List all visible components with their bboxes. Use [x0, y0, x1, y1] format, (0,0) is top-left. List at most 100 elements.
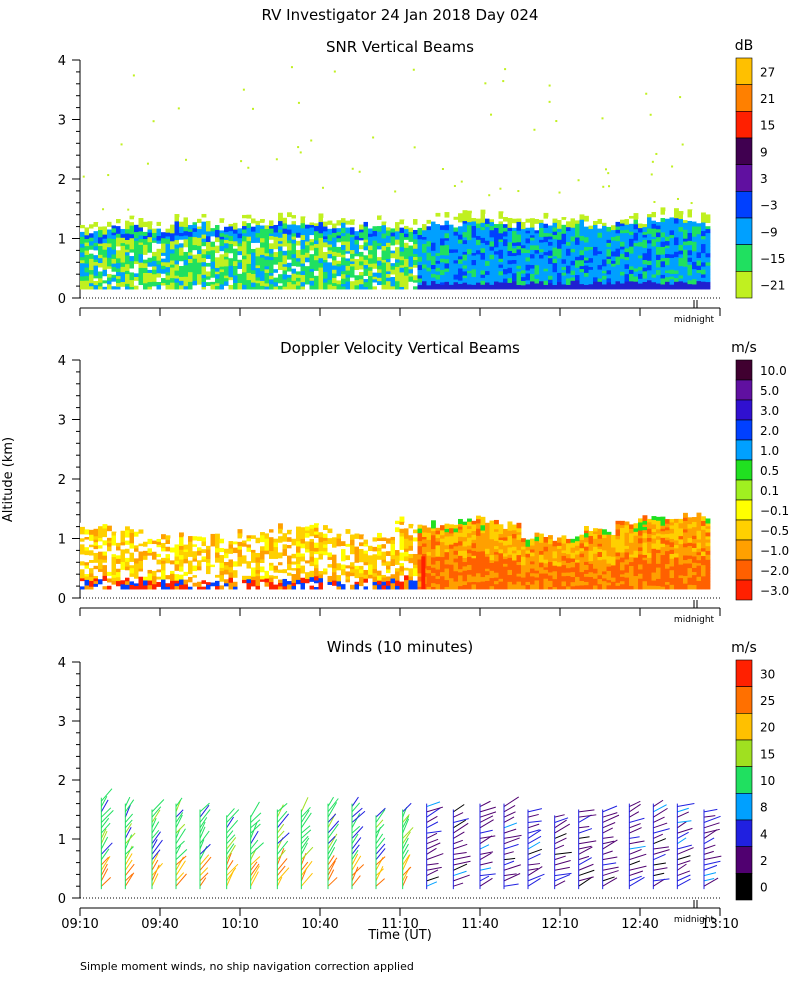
- heatmap-cell: [210, 555, 216, 561]
- heatmap-cell: [197, 273, 202, 278]
- heatmap-cell: [273, 256, 279, 261]
- heatmap-cell: [224, 256, 229, 260]
- heatmap-cell: [156, 277, 162, 283]
- heatmap-cell: [674, 213, 679, 219]
- heatmap-cell: [633, 234, 639, 241]
- heatmap-cell: [399, 549, 405, 553]
- heatmap-cell: [354, 565, 360, 570]
- heatmap-cell: [228, 584, 234, 590]
- heatmap-cell: [147, 221, 153, 226]
- heatmap-cell: [705, 542, 711, 547]
- heatmap-cell: [161, 579, 166, 585]
- heatmap-cell: [611, 584, 616, 590]
- heatmap-cell: [683, 583, 688, 587]
- heatmap-cell: [539, 554, 544, 560]
- heatmap-cell: [624, 524, 630, 529]
- heatmap-cell: [444, 268, 450, 272]
- heatmap-cell: [251, 571, 256, 577]
- heatmap-cell: [548, 548, 553, 554]
- heatmap-cell: [449, 569, 454, 574]
- heatmap-cell: [80, 227, 85, 232]
- heatmap-cell: [692, 258, 697, 262]
- heatmap-cell: [377, 265, 382, 270]
- heatmap-cell: [134, 582, 139, 586]
- heatmap-cell: [669, 284, 675, 290]
- heatmap-cell: [138, 284, 144, 290]
- heatmap-cell: [89, 559, 94, 563]
- heatmap-cell: [107, 560, 112, 565]
- heatmap-cell: [287, 533, 292, 538]
- heatmap-cell: [705, 525, 711, 529]
- heatmap-cell: [273, 533, 279, 539]
- heatmap-cell: [251, 545, 256, 550]
- heatmap-cell: [111, 266, 117, 272]
- heatmap-cell: [318, 244, 324, 248]
- heatmap-cell: [93, 565, 99, 570]
- heatmap-cell: [476, 286, 481, 290]
- heatmap-cell: [242, 268, 247, 273]
- heatmap-cell: [174, 537, 180, 542]
- heatmap-cell: [264, 282, 270, 287]
- heatmap-cell: [404, 548, 409, 552]
- heatmap-cell: [179, 250, 184, 256]
- heatmap-cell: [188, 573, 193, 577]
- heatmap-cell: [143, 259, 148, 264]
- heatmap-cell: [147, 232, 153, 238]
- heatmap-cell: [269, 275, 274, 280]
- heatmap-cell: [381, 254, 387, 260]
- heatmap-cell: [435, 252, 441, 256]
- heatmap-cell: [84, 231, 90, 236]
- heatmap-cell: [332, 237, 337, 243]
- heatmap-cell: [476, 530, 481, 536]
- heatmap-cell: [611, 229, 616, 234]
- heatmap-cell: [143, 238, 148, 243]
- heatmap-cell: [629, 223, 634, 229]
- heatmap-cell: [422, 229, 427, 235]
- heatmap-cell: [696, 551, 702, 556]
- heatmap-cell: [197, 245, 202, 251]
- heatmap-cell: [701, 261, 706, 267]
- heatmap-cell: [134, 252, 139, 257]
- heatmap-cell: [98, 541, 103, 546]
- heatmap-cell: [597, 556, 603, 561]
- heatmap-cell: [309, 274, 315, 279]
- heatmap-cell: [224, 226, 229, 233]
- heatmap-cell: [264, 224, 270, 229]
- heatmap-cell: [102, 246, 108, 250]
- heatmap-cell: [318, 280, 324, 285]
- heatmap-cell: [372, 536, 378, 542]
- heatmap-cell: [516, 271, 522, 276]
- heatmap-cell: [350, 246, 355, 251]
- heatmap-cell: [404, 564, 409, 568]
- heatmap-cell: [197, 572, 202, 579]
- heatmap-cell: [494, 567, 499, 573]
- heatmap-cell: [332, 285, 337, 290]
- heatmap-cell: [633, 213, 639, 218]
- heatmap-cell: [462, 561, 468, 567]
- heatmap-cell: [215, 233, 220, 238]
- heatmap-cell: [696, 565, 702, 570]
- heatmap-cell: [224, 582, 229, 587]
- heatmap-cell: [134, 557, 139, 564]
- heatmap-cell: [674, 232, 679, 238]
- heatmap-cell: [278, 212, 283, 219]
- heatmap-cell: [683, 578, 688, 584]
- heatmap-cell: [305, 270, 310, 276]
- heatmap-cell: [615, 529, 621, 532]
- heatmap-cell: [579, 235, 585, 241]
- heatmap-cell: [476, 257, 481, 261]
- heatmap-cell: [408, 567, 414, 574]
- heatmap-cell: [485, 256, 490, 262]
- heatmap-cell: [377, 225, 382, 229]
- heatmap-cell: [705, 271, 711, 276]
- heatmap-cell: [363, 569, 369, 575]
- heatmap-cell: [426, 536, 432, 540]
- heatmap-cell: [111, 580, 117, 585]
- heatmap-cell: [111, 277, 117, 282]
- heatmap-cell: [615, 235, 621, 242]
- heatmap-cell: [80, 236, 85, 241]
- heatmap-cell: [426, 267, 432, 272]
- heatmap-cell: [678, 261, 684, 267]
- heatmap-cell: [449, 219, 454, 223]
- heatmap-cell: [557, 545, 562, 549]
